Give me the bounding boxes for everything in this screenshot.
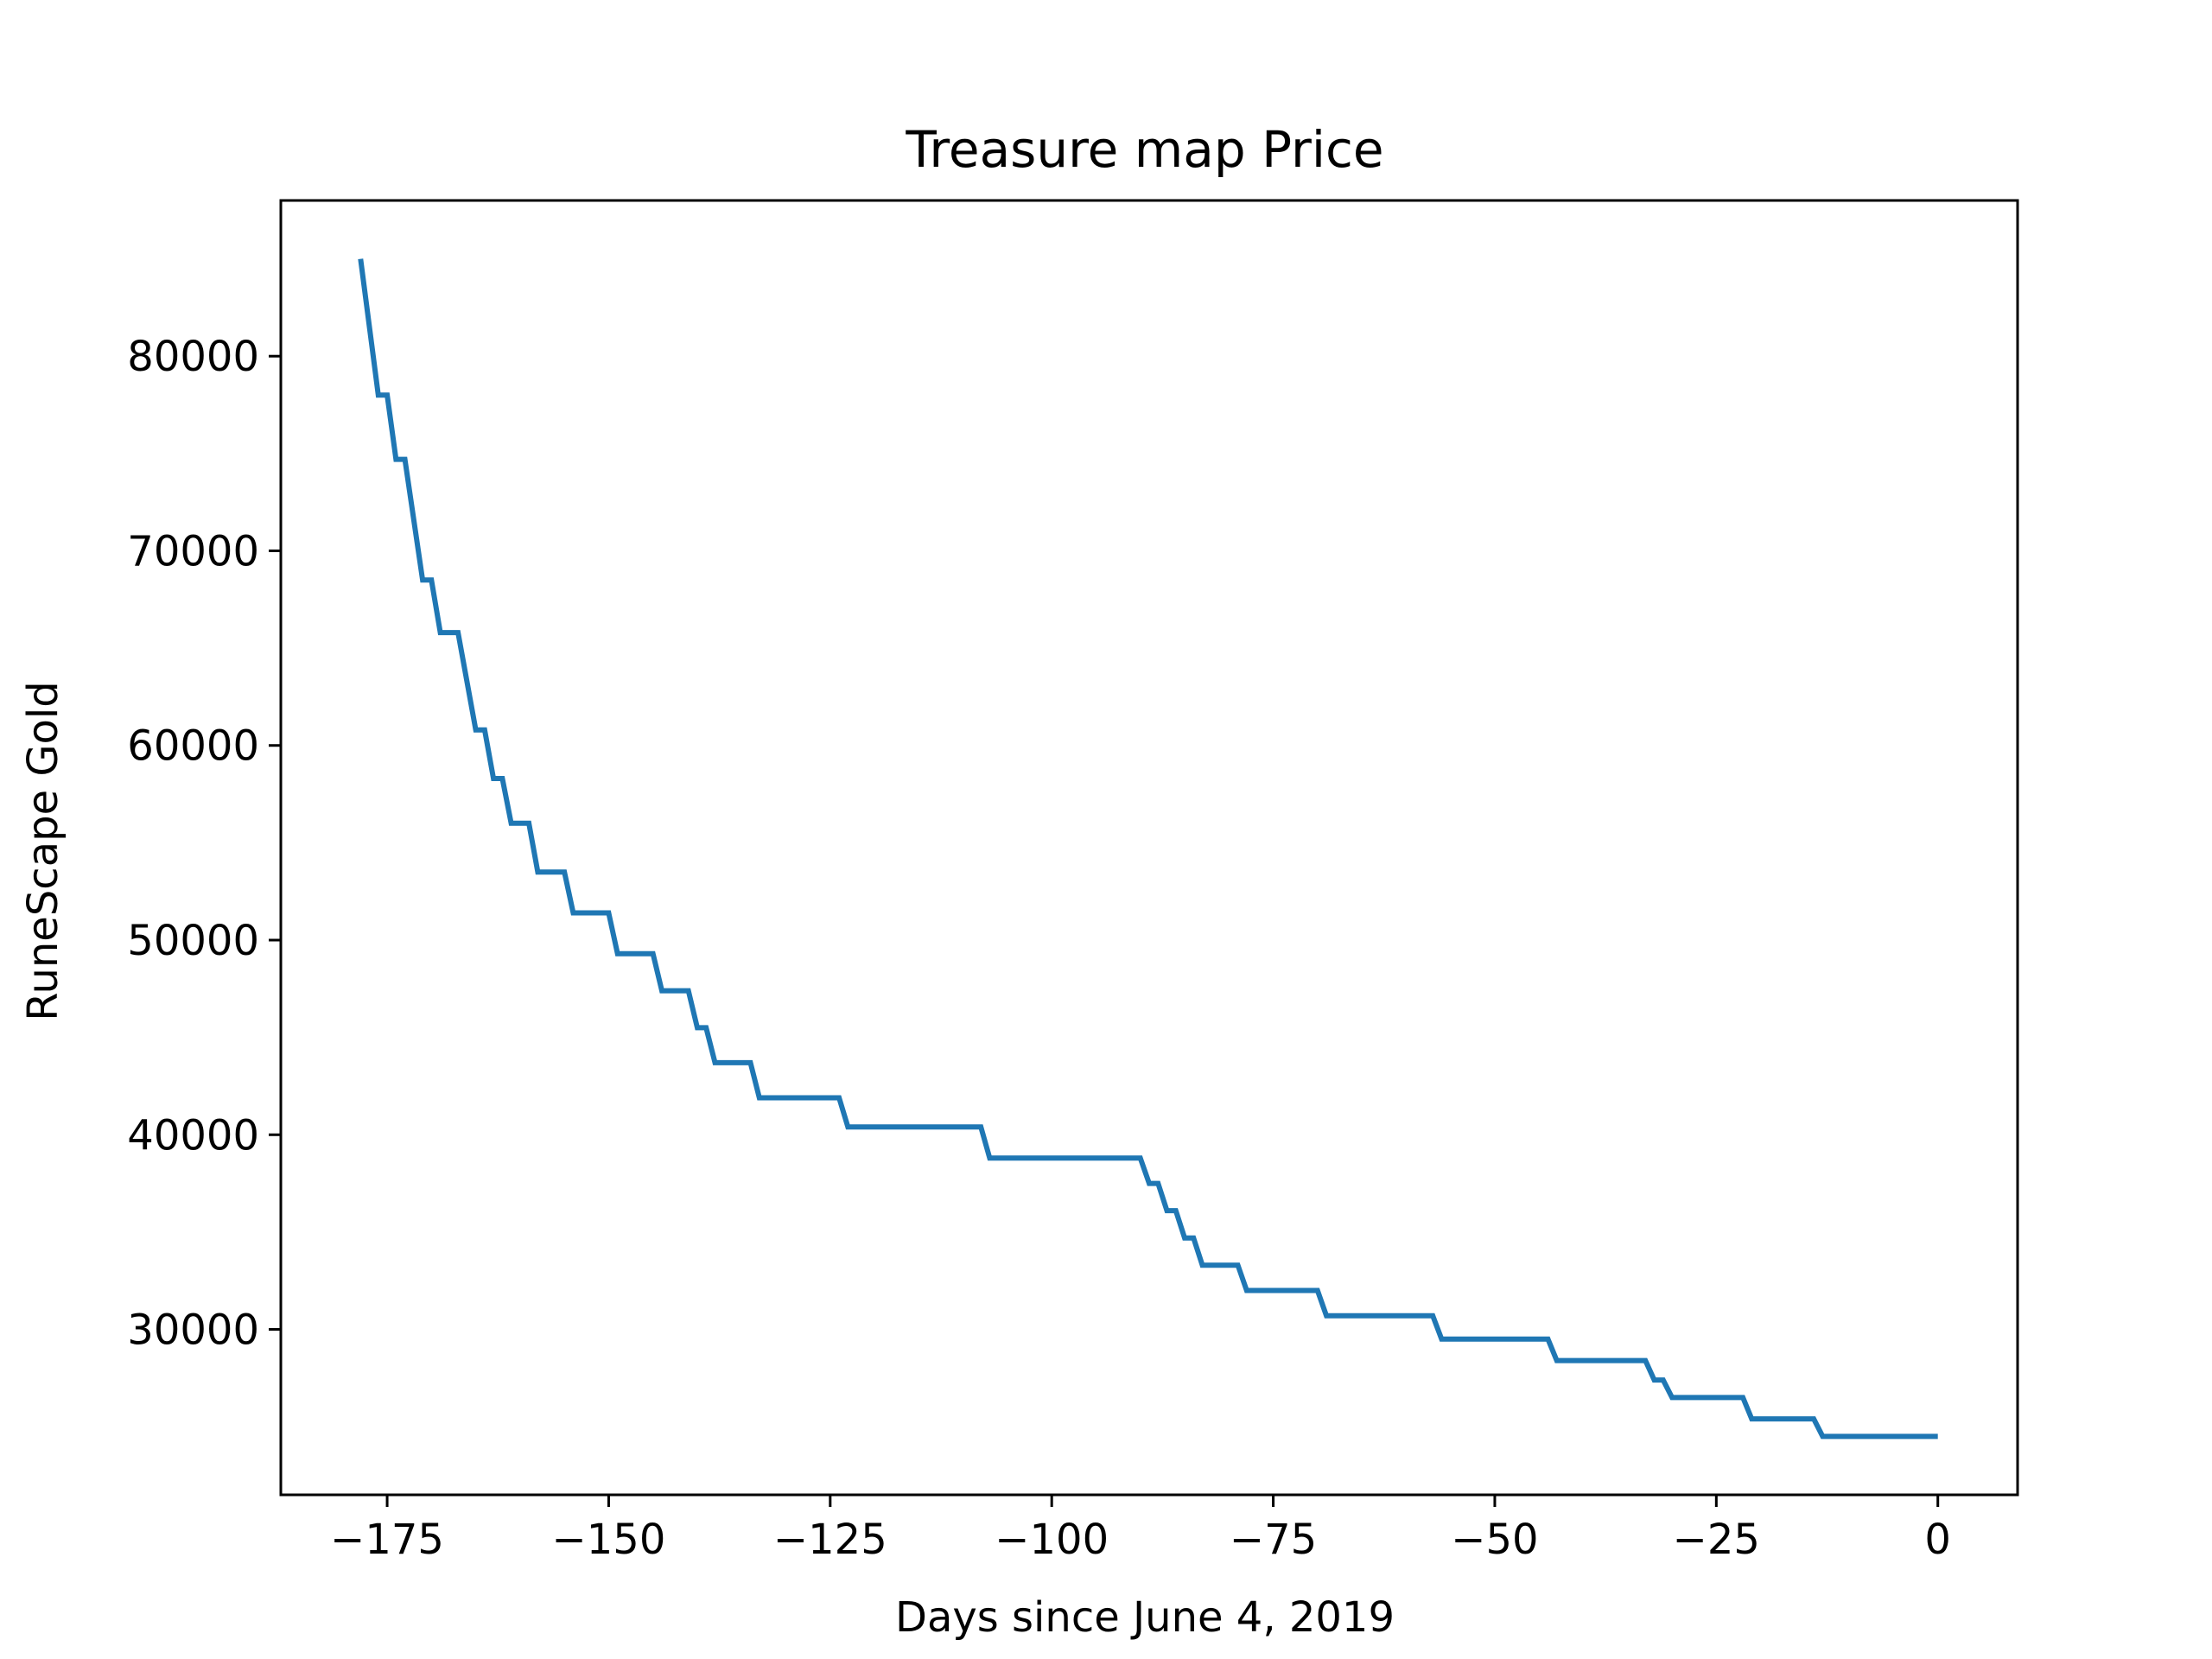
y-axis-title: RuneScape Gold (19, 681, 67, 1020)
x-axis-title: Days since June 4, 2019 (895, 1593, 1395, 1642)
plot-frame (279, 199, 2019, 1497)
y-tick-label: 30000 (127, 1306, 259, 1355)
x-tick-label: −150 (552, 1516, 666, 1564)
x-tick-label: −175 (330, 1516, 444, 1564)
y-tick-label: 70000 (127, 527, 259, 575)
series-line (358, 258, 1938, 1440)
y-tick-label: 50000 (127, 917, 259, 965)
chart-title: Treasure map Price (905, 120, 1383, 179)
x-tick-label: −125 (773, 1516, 887, 1564)
x-tick-label: −100 (995, 1516, 1109, 1564)
y-tick-label: 80000 (127, 333, 259, 381)
plot-area: −175 −150 −125 −100 −75 −50 −25 0 30000 40000 5000… (127, 199, 2019, 1564)
x-tick-label: −50 (1451, 1516, 1538, 1564)
y-tick-label: 60000 (127, 722, 259, 771)
y-tick-label: 40000 (127, 1111, 259, 1160)
x-tick-label: −25 (1673, 1516, 1760, 1564)
x-tick-label: 0 (1924, 1516, 1951, 1564)
x-tick-label: −75 (1230, 1516, 1317, 1564)
